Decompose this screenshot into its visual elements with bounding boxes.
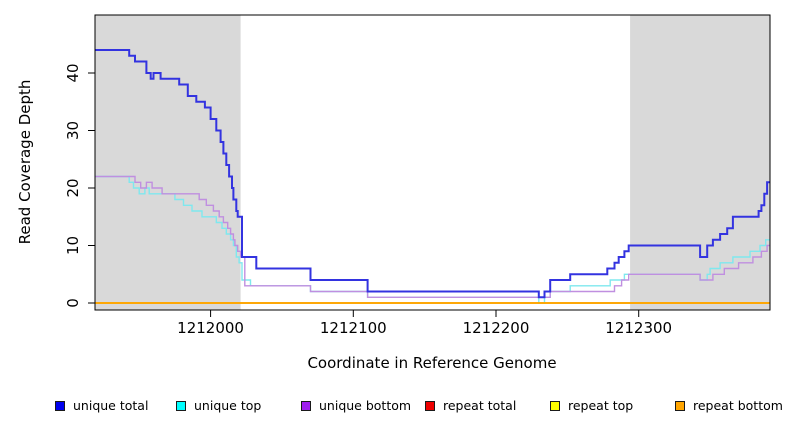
y-tick-label: 20: [64, 178, 82, 197]
x-axis-title: Coordinate in Reference Genome: [307, 354, 556, 372]
right-shaded-region: [630, 15, 770, 310]
x-tick-label: 1212000: [177, 319, 244, 337]
y-tick-label: 0: [64, 298, 82, 308]
y-tick-label: 30: [64, 121, 82, 140]
left-shaded-region: [95, 15, 241, 310]
shaded-regions-layer: [95, 15, 770, 310]
y-tick-label: 40: [64, 63, 82, 82]
series-line-unique-bottom: [95, 175, 770, 298]
series-line-unique-total: [95, 49, 770, 299]
series-line-unique-top: [95, 175, 770, 304]
y-tick-label: 10: [64, 236, 82, 255]
plot-border-box: [94, 14, 771, 311]
y-axis-title: Read Coverage Depth: [16, 80, 34, 245]
x-tick-label: 1212100: [320, 319, 387, 337]
axes-layer: 1212000 1212100 1212200 1212300 0 10 20 30 40: [64, 63, 672, 337]
x-tick-label: 1212300: [605, 319, 672, 337]
series-lines-layer: [95, 49, 770, 304]
x-tick-label: 1212200: [463, 319, 530, 337]
